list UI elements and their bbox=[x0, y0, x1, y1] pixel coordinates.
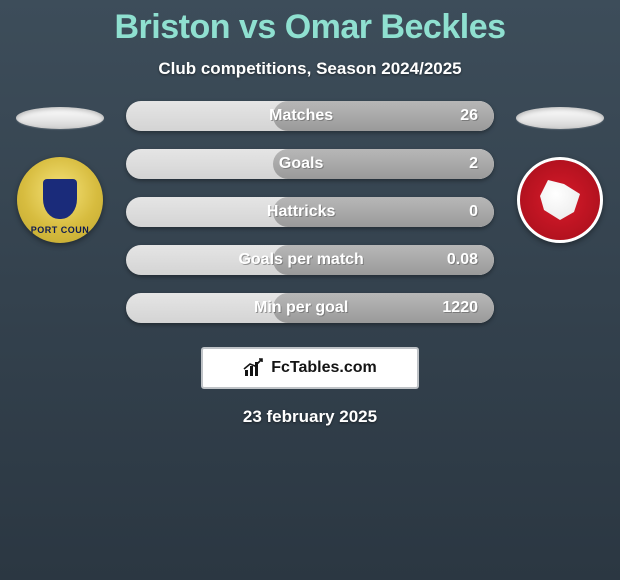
stat-value: 2 bbox=[438, 155, 478, 173]
stat-value: 26 bbox=[438, 107, 478, 125]
brand-badge[interactable]: FcTables.com bbox=[201, 347, 419, 389]
bar-chart-icon bbox=[243, 358, 265, 378]
stat-value: 0 bbox=[438, 203, 478, 221]
right-club-crest bbox=[517, 157, 603, 243]
brand-text: FcTables.com bbox=[271, 359, 377, 377]
left-player-color-pill bbox=[16, 107, 104, 129]
stat-label: Hattricks bbox=[164, 203, 438, 221]
right-player-color-pill bbox=[516, 107, 604, 129]
main-row: Matches26 Goals2 Hattricks0 Goals per match… bbox=[0, 107, 620, 323]
stat-row: Goals2 bbox=[126, 149, 494, 179]
stat-label: Matches bbox=[164, 107, 438, 125]
stat-row: Goals per match0.08 bbox=[126, 245, 494, 275]
stat-row: Min per goal1220 bbox=[126, 293, 494, 323]
comparison-card: Briston vs Omar Beckles Club competition… bbox=[0, 0, 620, 427]
stat-value: 1220 bbox=[438, 299, 478, 317]
stat-row: Hattricks0 bbox=[126, 197, 494, 227]
left-player-col bbox=[10, 107, 110, 243]
date-text: 23 february 2025 bbox=[0, 407, 620, 427]
stat-label: Goals bbox=[164, 155, 438, 173]
stats-list: Matches26 Goals2 Hattricks0 Goals per match… bbox=[110, 101, 510, 323]
stat-label: Min per goal bbox=[164, 299, 438, 317]
stat-row: Matches26 bbox=[126, 101, 494, 131]
stat-value: 0.08 bbox=[438, 251, 478, 269]
page-title: Briston vs Omar Beckles bbox=[0, 8, 620, 47]
left-club-crest bbox=[17, 157, 103, 243]
right-player-col bbox=[510, 107, 610, 243]
stat-label: Goals per match bbox=[164, 251, 438, 269]
subtitle: Club competitions, Season 2024/2025 bbox=[0, 59, 620, 79]
